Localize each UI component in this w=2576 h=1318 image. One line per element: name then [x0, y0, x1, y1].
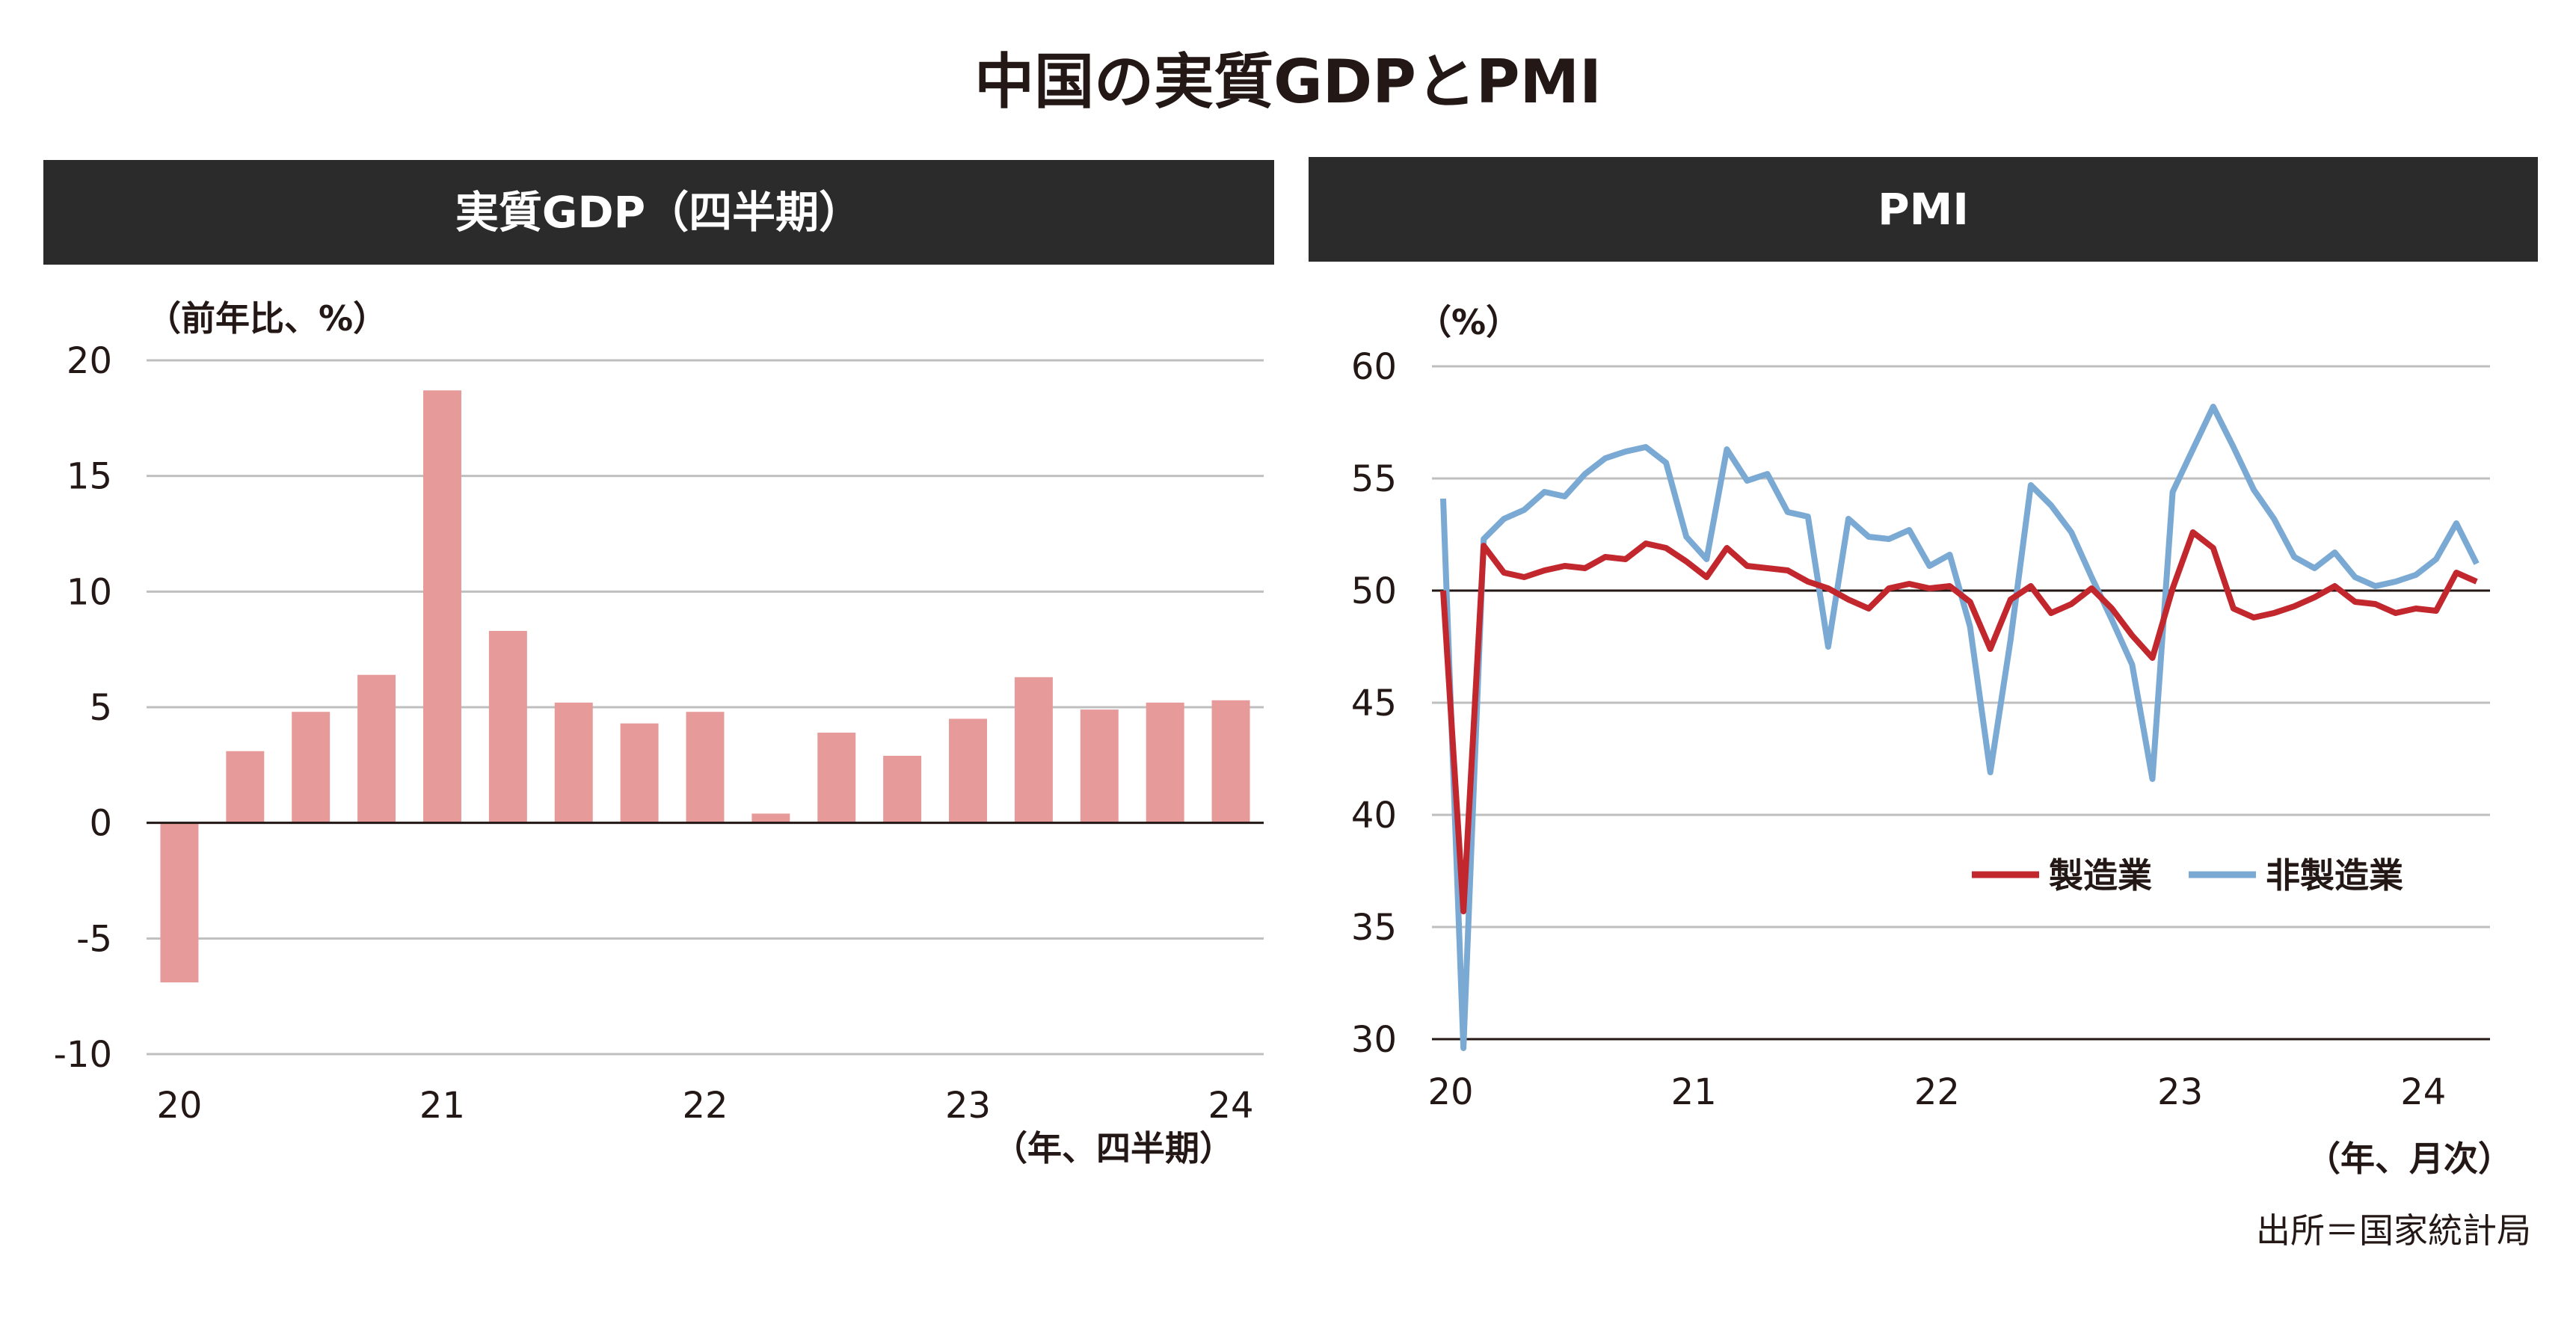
- pmi-x-tick-label: 21: [1671, 1071, 1717, 1113]
- gdp-bars: [160, 390, 1250, 983]
- gdp-bar: [1146, 702, 1184, 823]
- gdp-bar: [817, 733, 856, 823]
- gdp-bar: [883, 755, 922, 823]
- gdp-gridlines: [147, 359, 1264, 1056]
- pmi-x-tick-label: 23: [2157, 1071, 2203, 1113]
- pmi-y-axis-label: （%）: [1417, 302, 1520, 342]
- pmi-x-tick-labels: 20 21 22 23 24: [1427, 1071, 2446, 1113]
- pmi-y-tick-label: 55: [1351, 458, 1397, 500]
- gdp-x-tick-label: 23: [945, 1085, 991, 1127]
- gdp-bar: [160, 822, 199, 983]
- gdp-y-tick-label: 0: [89, 803, 112, 845]
- gdp-bar: [1014, 677, 1053, 823]
- gdp-y-tick-label: 5: [89, 687, 112, 729]
- pmi-x-tick-label: 22: [1914, 1071, 1960, 1113]
- gdp-panel-header: 実質GDP（四半期）: [43, 160, 1274, 265]
- gdp-bar: [292, 712, 331, 823]
- pmi-x-axis-label: （年、月次）: [2306, 1139, 2512, 1179]
- gdp-x-tick-label: 24: [1208, 1085, 1254, 1127]
- gdp-y-axis-label: （前年比、%）: [147, 298, 387, 339]
- gdp-bar: [488, 630, 527, 823]
- main-title: 中国の実質GDPとPMI: [974, 47, 1602, 117]
- pmi-panel-header: PMI: [1309, 157, 2538, 262]
- gdp-y-tick-label: -10: [54, 1034, 112, 1076]
- gdp-bar: [1080, 709, 1119, 823]
- pmi-y-tick-label: 45: [1351, 683, 1397, 724]
- legend-manufacturing-label: 製造業: [2049, 855, 2152, 896]
- gdp-x-tick-label: 22: [682, 1085, 728, 1127]
- gdp-y-tick-label: 20: [67, 340, 112, 382]
- pmi-chart: 60 55 50 45 40 35 30 20 21 22 23 24 （%） （年、月次） 製造業…: [1351, 302, 2512, 1179]
- pmi-non-manufacturing-line: [1440, 404, 2480, 1051]
- pmi-lines: [1440, 404, 2480, 1051]
- pmi-y-tick-label: 40: [1351, 795, 1397, 837]
- pmi-y-tick-label: 35: [1351, 907, 1397, 949]
- pmi-x-tick-label: 24: [2400, 1071, 2446, 1113]
- pmi-legend: 製造業 非製造業: [1972, 855, 2403, 896]
- pmi-y-tick-label: 60: [1351, 346, 1397, 388]
- pmi-y-tick-label: 50: [1351, 570, 1397, 612]
- gdp-x-tick-label: 20: [156, 1085, 202, 1127]
- source-note: 出所＝国家統計局: [2256, 1210, 2531, 1251]
- pmi-y-tick-label: 30: [1351, 1019, 1397, 1061]
- pmi-x-tick-label: 20: [1427, 1071, 1473, 1113]
- gdp-x-tick-label: 21: [419, 1085, 465, 1127]
- gdp-y-tick-label: 15: [67, 456, 112, 498]
- gdp-bar: [554, 702, 593, 823]
- gdp-bar: [422, 390, 461, 823]
- gdp-bar: [357, 674, 396, 823]
- pmi-manufacturing-line: [1440, 529, 2478, 914]
- pmi-y-tick-labels: 60 55 50 45 40 35 30: [1351, 346, 1397, 1061]
- gdp-bar: [686, 712, 725, 823]
- legend-non-manufacturing-label: 非製造業: [2266, 855, 2403, 896]
- gdp-y-tick-labels: 20 15 10 5 0 -5 -10: [54, 340, 112, 1076]
- gdp-bar: [620, 723, 659, 823]
- gdp-bar: [949, 718, 988, 823]
- gdp-chart: 20 15 10 5 0 -5 -10 20 21 22 23 24 （前年比、%） （年、四半期）: [54, 298, 1264, 1168]
- gdp-x-axis-label: （年、四半期）: [993, 1128, 1234, 1168]
- gdp-y-tick-label: -5: [76, 918, 112, 960]
- gdp-bar: [226, 751, 265, 823]
- gdp-bar: [1211, 700, 1250, 823]
- gdp-bar: [751, 813, 790, 823]
- gdp-y-tick-label: 10: [67, 571, 112, 613]
- gdp-x-tick-labels: 20 21 22 23 24: [156, 1085, 1253, 1127]
